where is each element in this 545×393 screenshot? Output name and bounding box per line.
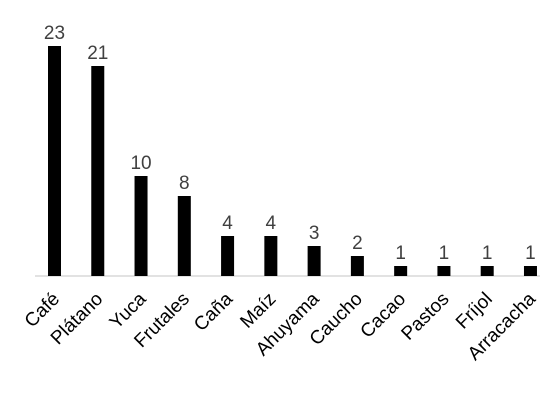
bar-2 [134, 176, 148, 276]
data-label-4: 4 [222, 213, 233, 234]
bar-5 [264, 236, 278, 276]
data-label-11: 1 [525, 243, 536, 264]
data-label-10: 1 [482, 243, 493, 264]
bar-10 [480, 266, 494, 276]
bar-1 [91, 66, 105, 276]
data-label-7: 2 [352, 233, 363, 254]
bar-11 [523, 266, 537, 276]
data-label-3: 8 [179, 173, 190, 194]
bar-0 [48, 46, 61, 276]
category-label-9: Pastos [398, 289, 454, 345]
bars-group [48, 46, 537, 276]
bar-4 [221, 236, 235, 276]
data-label-0: 23 [44, 23, 65, 44]
data-label-9: 1 [439, 243, 450, 264]
data-label-5: 4 [266, 213, 277, 234]
data-label-8: 1 [395, 243, 406, 264]
data-label-6: 3 [309, 223, 320, 244]
bar-9 [437, 266, 451, 276]
bar-3 [177, 196, 191, 276]
bar-7 [350, 256, 364, 276]
bar-6 [307, 246, 321, 276]
bar-8 [394, 266, 408, 276]
data-label-2: 10 [130, 153, 151, 174]
data-label-1: 21 [87, 43, 108, 64]
category-label-4: Caña [190, 288, 237, 335]
